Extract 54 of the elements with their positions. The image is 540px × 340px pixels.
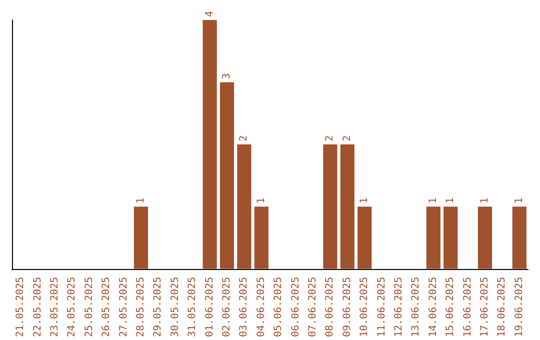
x-tick-label: 12.06.2025 — [394, 276, 404, 338]
x-tick-label: 08.06.2025 — [324, 276, 336, 338]
x-tick-label: 15.06.2025 — [445, 276, 456, 338]
bar — [444, 206, 458, 269]
data-label: 2 — [238, 135, 250, 142]
data-label: 4 — [204, 10, 216, 17]
data-label: 1 — [136, 198, 146, 204]
x-tick-label: 02.06.2025 — [222, 276, 232, 338]
bar — [254, 206, 268, 269]
x-tick-label: 24.05.2025 — [66, 276, 78, 338]
data-label: 1 — [428, 198, 439, 204]
x-tick-label: 16.06.2025 — [462, 276, 474, 338]
x-tick-label: 13.06.2025 — [410, 276, 422, 338]
x-tick-label: 10.06.2025 — [359, 276, 370, 338]
x-tick-label: 21.05.2025 — [15, 276, 26, 338]
bar — [358, 206, 372, 269]
x-tick-label: 31.05.2025 — [187, 276, 198, 338]
x-tick-label: 06.06.2025 — [290, 276, 302, 338]
x-tick-label: 23.05.2025 — [50, 276, 60, 338]
x-tick-label: 26.05.2025 — [101, 276, 112, 338]
bar — [220, 82, 234, 269]
x-tick-label: 18.06.2025 — [496, 276, 508, 338]
data-label: 1 — [480, 198, 490, 204]
data-label: 1 — [514, 198, 525, 204]
bar — [512, 206, 526, 269]
bar — [340, 144, 354, 269]
data-label: 1 — [359, 198, 370, 204]
x-tick-label: 01.06.2025 — [204, 276, 216, 338]
x-tick-label: 17.06.2025 — [480, 276, 490, 338]
x-tick-label: 07.06.2025 — [308, 276, 318, 338]
x-tick-label: 03.06.2025 — [238, 276, 250, 338]
x-tick-label: 25.05.2025 — [84, 276, 95, 338]
x-tick-label: 22.05.2025 — [32, 276, 44, 338]
data-label: 2 — [342, 135, 353, 142]
x-tick-label: 19.06.2025 — [514, 276, 525, 338]
data-label: 1 — [445, 198, 456, 204]
x-tick-label: 04.06.2025 — [256, 276, 267, 338]
x-tick-label: 11.06.2025 — [376, 276, 388, 338]
x-tick-label: 30.05.2025 — [170, 276, 181, 338]
x-tick-label: 27.05.2025 — [118, 276, 130, 338]
data-label: 1 — [256, 198, 267, 204]
bar — [478, 206, 492, 269]
data-label: 2 — [324, 135, 336, 142]
bar — [134, 206, 148, 269]
x-tick-label: 29.05.2025 — [152, 276, 164, 338]
bar — [323, 144, 338, 269]
bar — [426, 206, 440, 269]
x-tick-label: 09.06.2025 — [342, 276, 353, 338]
bar — [202, 20, 217, 269]
x-tick-label: 28.05.2025 — [136, 276, 146, 338]
x-tick-label: 05.06.2025 — [273, 276, 284, 338]
x-tick-label: 14.06.2025 — [428, 276, 439, 338]
bar — [237, 144, 252, 269]
data-label: 3 — [222, 73, 232, 80]
